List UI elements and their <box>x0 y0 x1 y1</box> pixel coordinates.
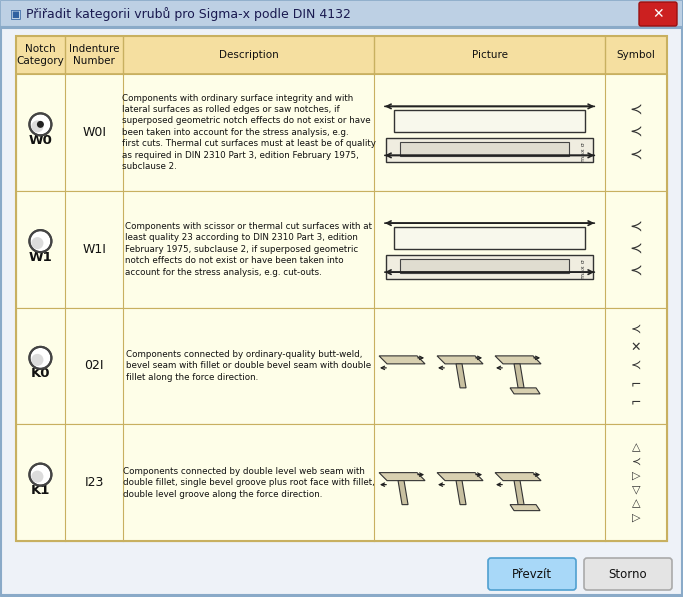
Text: max σ: max σ <box>581 259 585 279</box>
Polygon shape <box>510 504 540 510</box>
Circle shape <box>29 347 51 369</box>
Bar <box>386 255 593 279</box>
Circle shape <box>31 354 44 366</box>
FancyBboxPatch shape <box>584 558 672 590</box>
Bar <box>394 227 585 249</box>
Polygon shape <box>514 481 524 504</box>
Text: Picture: Picture <box>471 50 507 60</box>
Polygon shape <box>495 473 541 481</box>
Text: Symbol: Symbol <box>617 50 656 60</box>
Polygon shape <box>398 481 408 504</box>
Bar <box>400 142 569 156</box>
Circle shape <box>29 464 51 485</box>
Circle shape <box>31 237 44 249</box>
Text: Notch
Category: Notch Category <box>16 44 64 66</box>
Text: W0: W0 <box>29 134 53 147</box>
Bar <box>16 307 667 424</box>
Text: ≺
✕
≺
⌐
⌐: ≺ ✕ ≺ ⌐ ⌐ <box>631 324 641 408</box>
Polygon shape <box>456 364 466 388</box>
Text: ▣: ▣ <box>10 8 22 20</box>
Text: ≺
≺
≺: ≺ ≺ ≺ <box>630 103 643 162</box>
Bar <box>400 259 569 273</box>
Bar <box>16 74 667 191</box>
Text: Components connected by double level web seam with
double fillet, single bevel g: Components connected by double level web… <box>123 467 374 498</box>
Text: Indenture
Number: Indenture Number <box>69 44 120 66</box>
Text: K1: K1 <box>31 484 50 497</box>
Text: Description: Description <box>219 50 279 60</box>
Text: Components with scissor or thermal cut surfaces with at
least quality 23 accordi: Components with scissor or thermal cut s… <box>125 221 372 276</box>
Circle shape <box>31 121 44 133</box>
Text: W1: W1 <box>29 251 53 264</box>
Bar <box>16 424 667 541</box>
Bar <box>394 110 585 133</box>
Polygon shape <box>379 356 425 364</box>
Circle shape <box>29 113 51 136</box>
Bar <box>386 139 593 162</box>
Polygon shape <box>514 364 524 388</box>
Text: max σ: max σ <box>581 143 585 162</box>
Circle shape <box>31 470 44 483</box>
Text: Components with ordinary surface integrity and with
lateral surfaces as rolled e: Components with ordinary surface integri… <box>122 94 376 171</box>
Text: ✕: ✕ <box>652 7 664 21</box>
FancyBboxPatch shape <box>639 2 677 26</box>
Bar <box>16 36 667 74</box>
Text: △
≺
▷
▽
△
▷: △ ≺ ▷ ▽ △ ▷ <box>631 442 641 522</box>
Text: I23: I23 <box>85 476 104 489</box>
Text: Components connected by ordinary-quality butt-weld,
bevel seam with fillet or do: Components connected by ordinary-quality… <box>126 350 372 382</box>
Text: W1I: W1I <box>82 242 106 256</box>
Bar <box>16 191 667 307</box>
Polygon shape <box>437 356 483 364</box>
Text: W0I: W0I <box>82 126 106 139</box>
Bar <box>1 1 682 27</box>
Text: 02I: 02I <box>85 359 104 373</box>
FancyBboxPatch shape <box>488 558 576 590</box>
Text: ≺
≺
≺: ≺ ≺ ≺ <box>630 220 643 279</box>
Polygon shape <box>510 388 540 394</box>
Text: Převzít: Převzít <box>512 568 552 580</box>
Polygon shape <box>379 473 425 481</box>
Text: Storno: Storno <box>609 568 647 580</box>
Polygon shape <box>456 481 466 504</box>
Text: K0: K0 <box>31 367 50 380</box>
Polygon shape <box>437 473 483 481</box>
Polygon shape <box>495 356 541 364</box>
Circle shape <box>29 230 51 252</box>
Circle shape <box>37 121 44 128</box>
Bar <box>16 36 667 541</box>
Text: Přiřadit kategorii vrubů pro Sigma-x podle DIN 4132: Přiřadit kategorii vrubů pro Sigma-x pod… <box>26 7 351 21</box>
